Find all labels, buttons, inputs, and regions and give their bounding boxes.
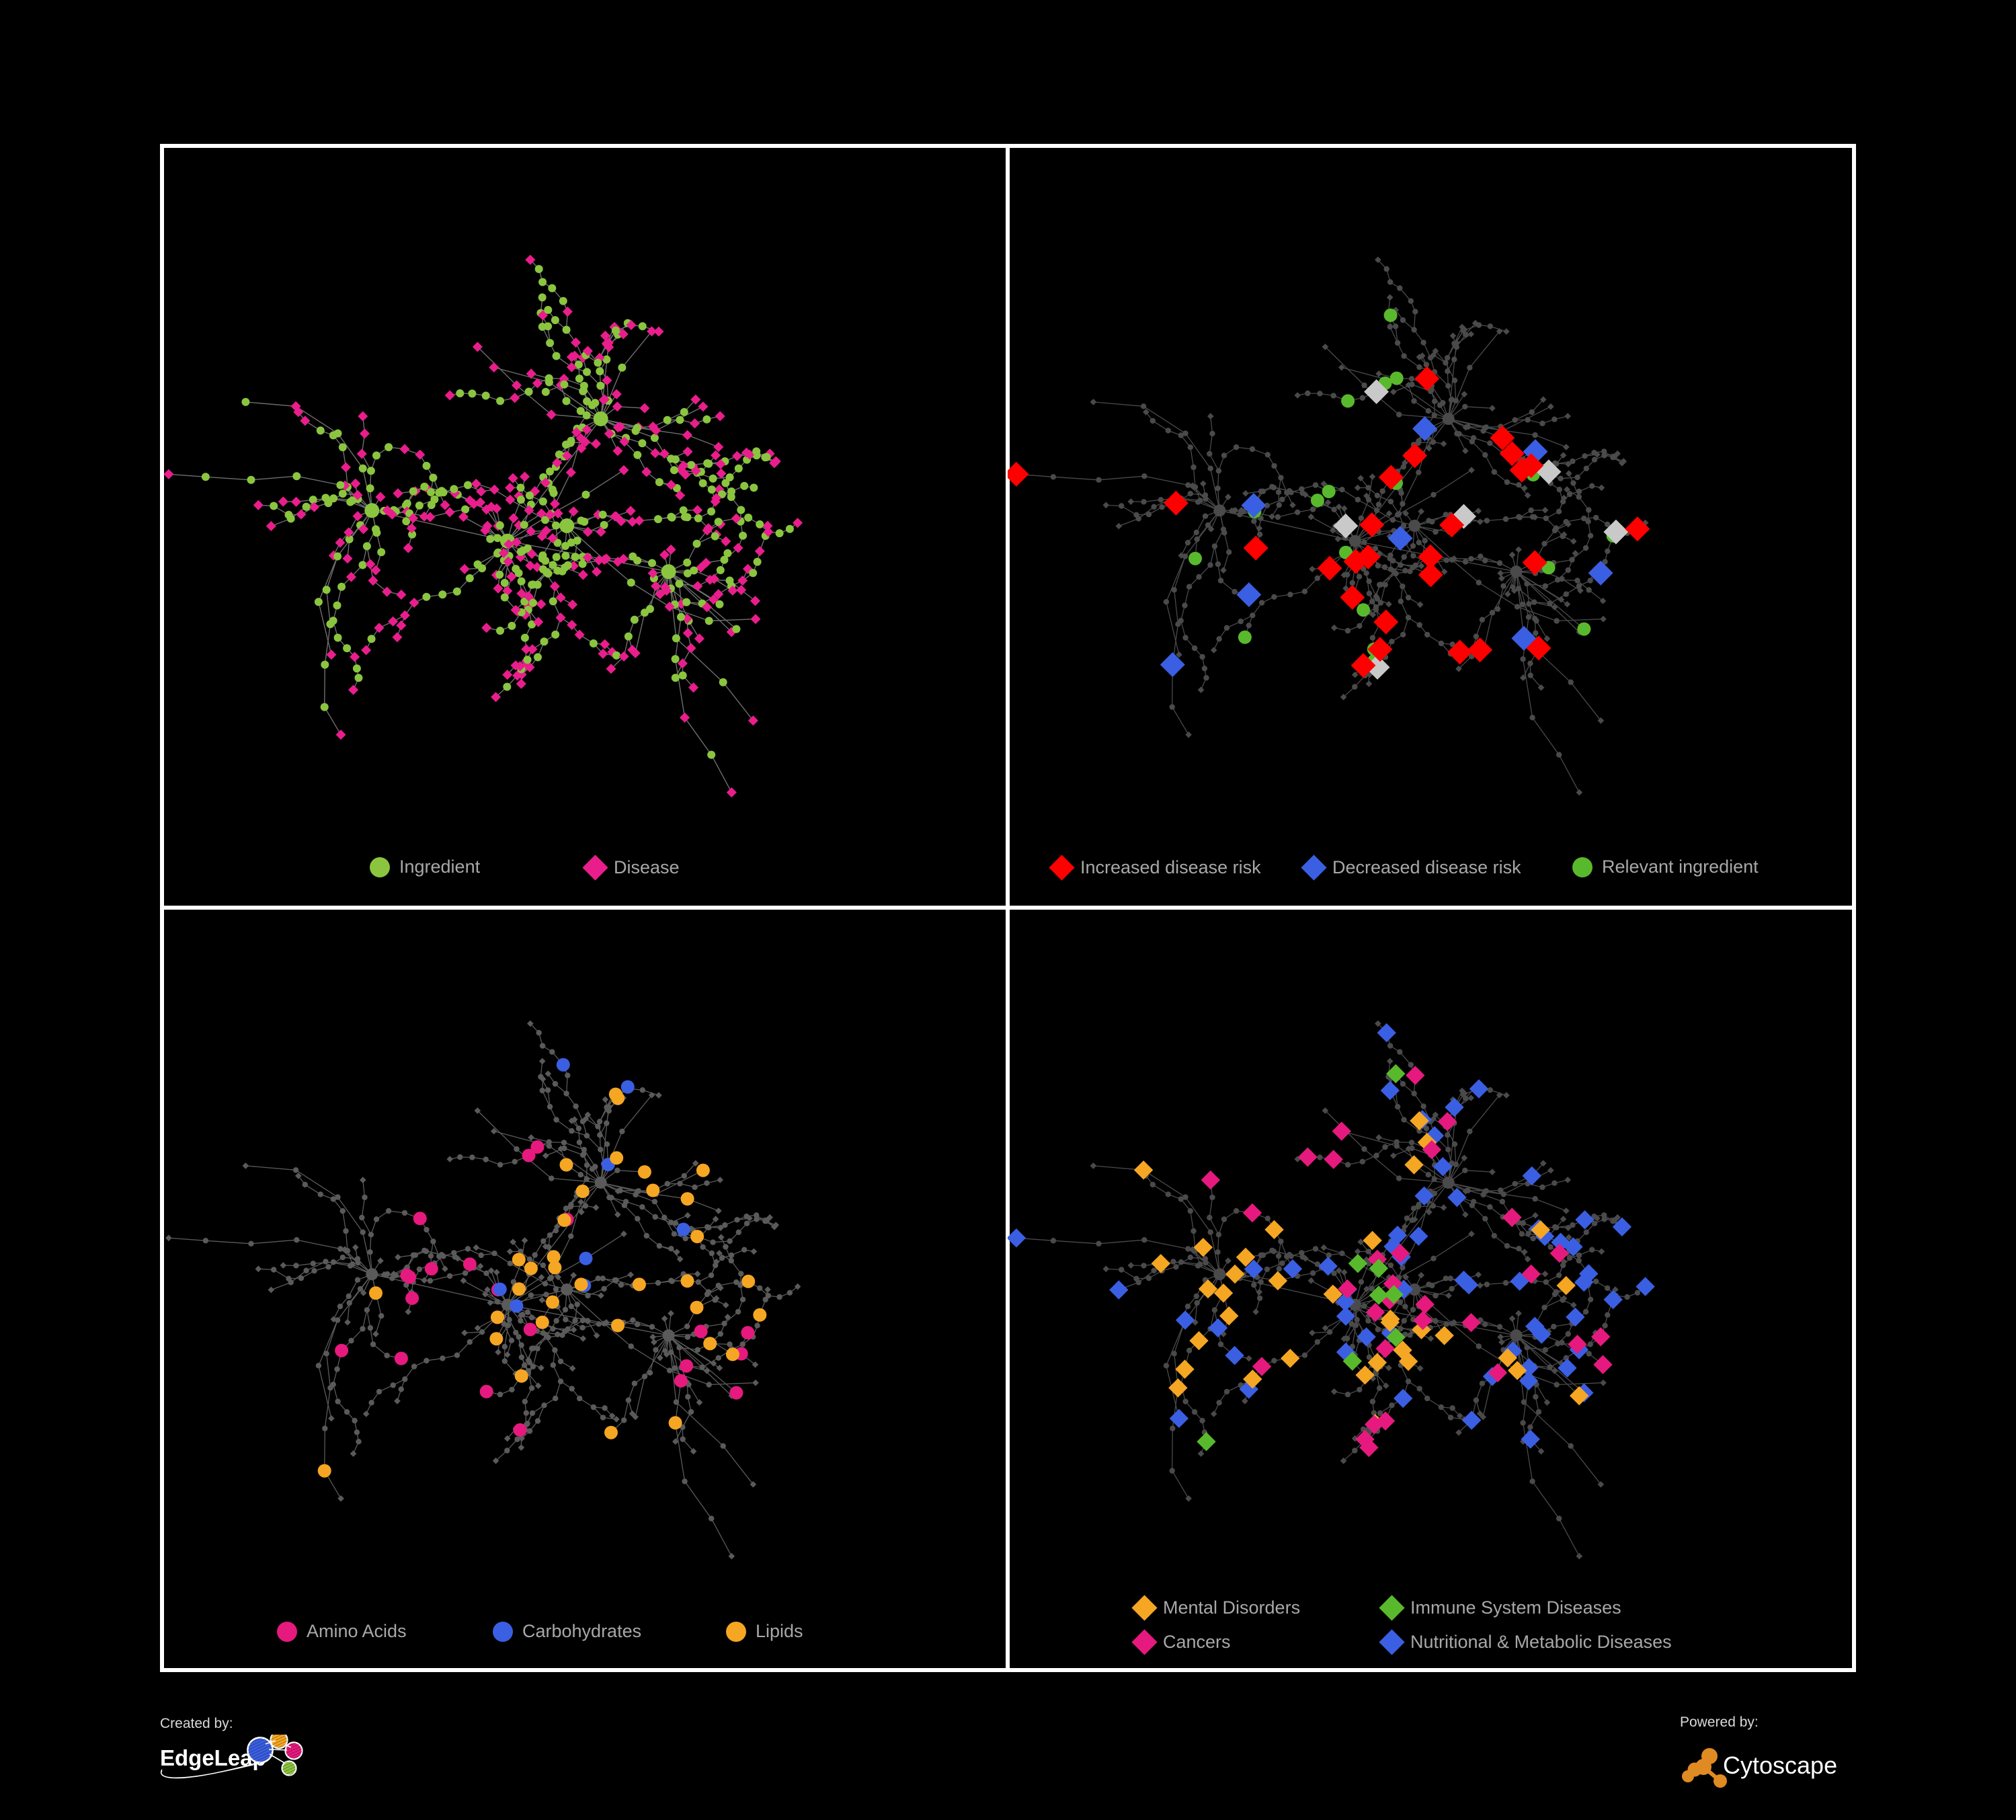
svg-text:Cytoscape: Cytoscape (1723, 1751, 1837, 1779)
